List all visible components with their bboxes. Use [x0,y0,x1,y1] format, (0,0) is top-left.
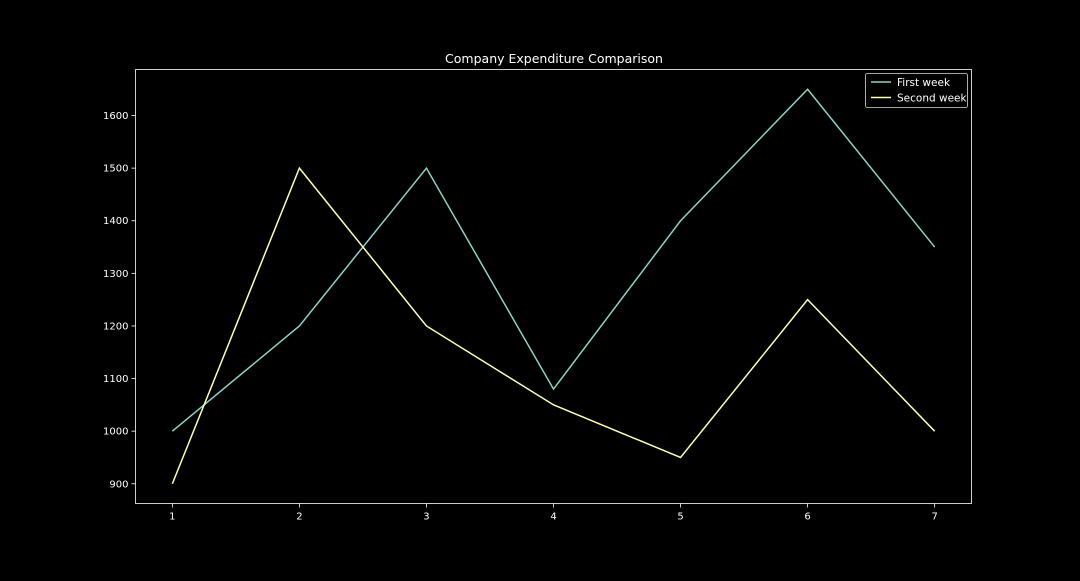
chart-title: Company Expenditure Comparison [445,51,663,66]
x-tick-label: 7 [931,512,937,523]
series-line-second-week [171,166,936,485]
y-tick-label: 1300 [103,269,128,280]
y-tick-label: 1000 [103,427,128,438]
y-tick-label: 1500 [103,164,128,175]
x-tick-label: 5 [677,512,683,523]
legend: First week Second week [865,73,968,108]
legend-label-second-week: Second week [897,93,967,105]
y-tick-label: 1600 [103,111,128,122]
y-tick-label: 1400 [103,216,128,227]
y-tick-label: 1200 [103,321,128,332]
x-tick-label: 3 [423,512,429,523]
x-tick-label: 6 [804,512,810,523]
series-line-first-week [171,88,936,432]
axes-frame [135,69,972,504]
y-tick-label: 900 [109,479,128,490]
y-tick-label: 1100 [103,374,128,385]
x-tick-label: 4 [550,512,556,523]
legend-label-first-week: First week [897,77,951,89]
x-tick-label: 1 [169,512,175,523]
x-tick-label: 2 [296,512,302,523]
plot-area: 1 2 3 4 5 6 7 900 1000 1100 1200 1300 1400 1500 1600 [103,69,972,523]
